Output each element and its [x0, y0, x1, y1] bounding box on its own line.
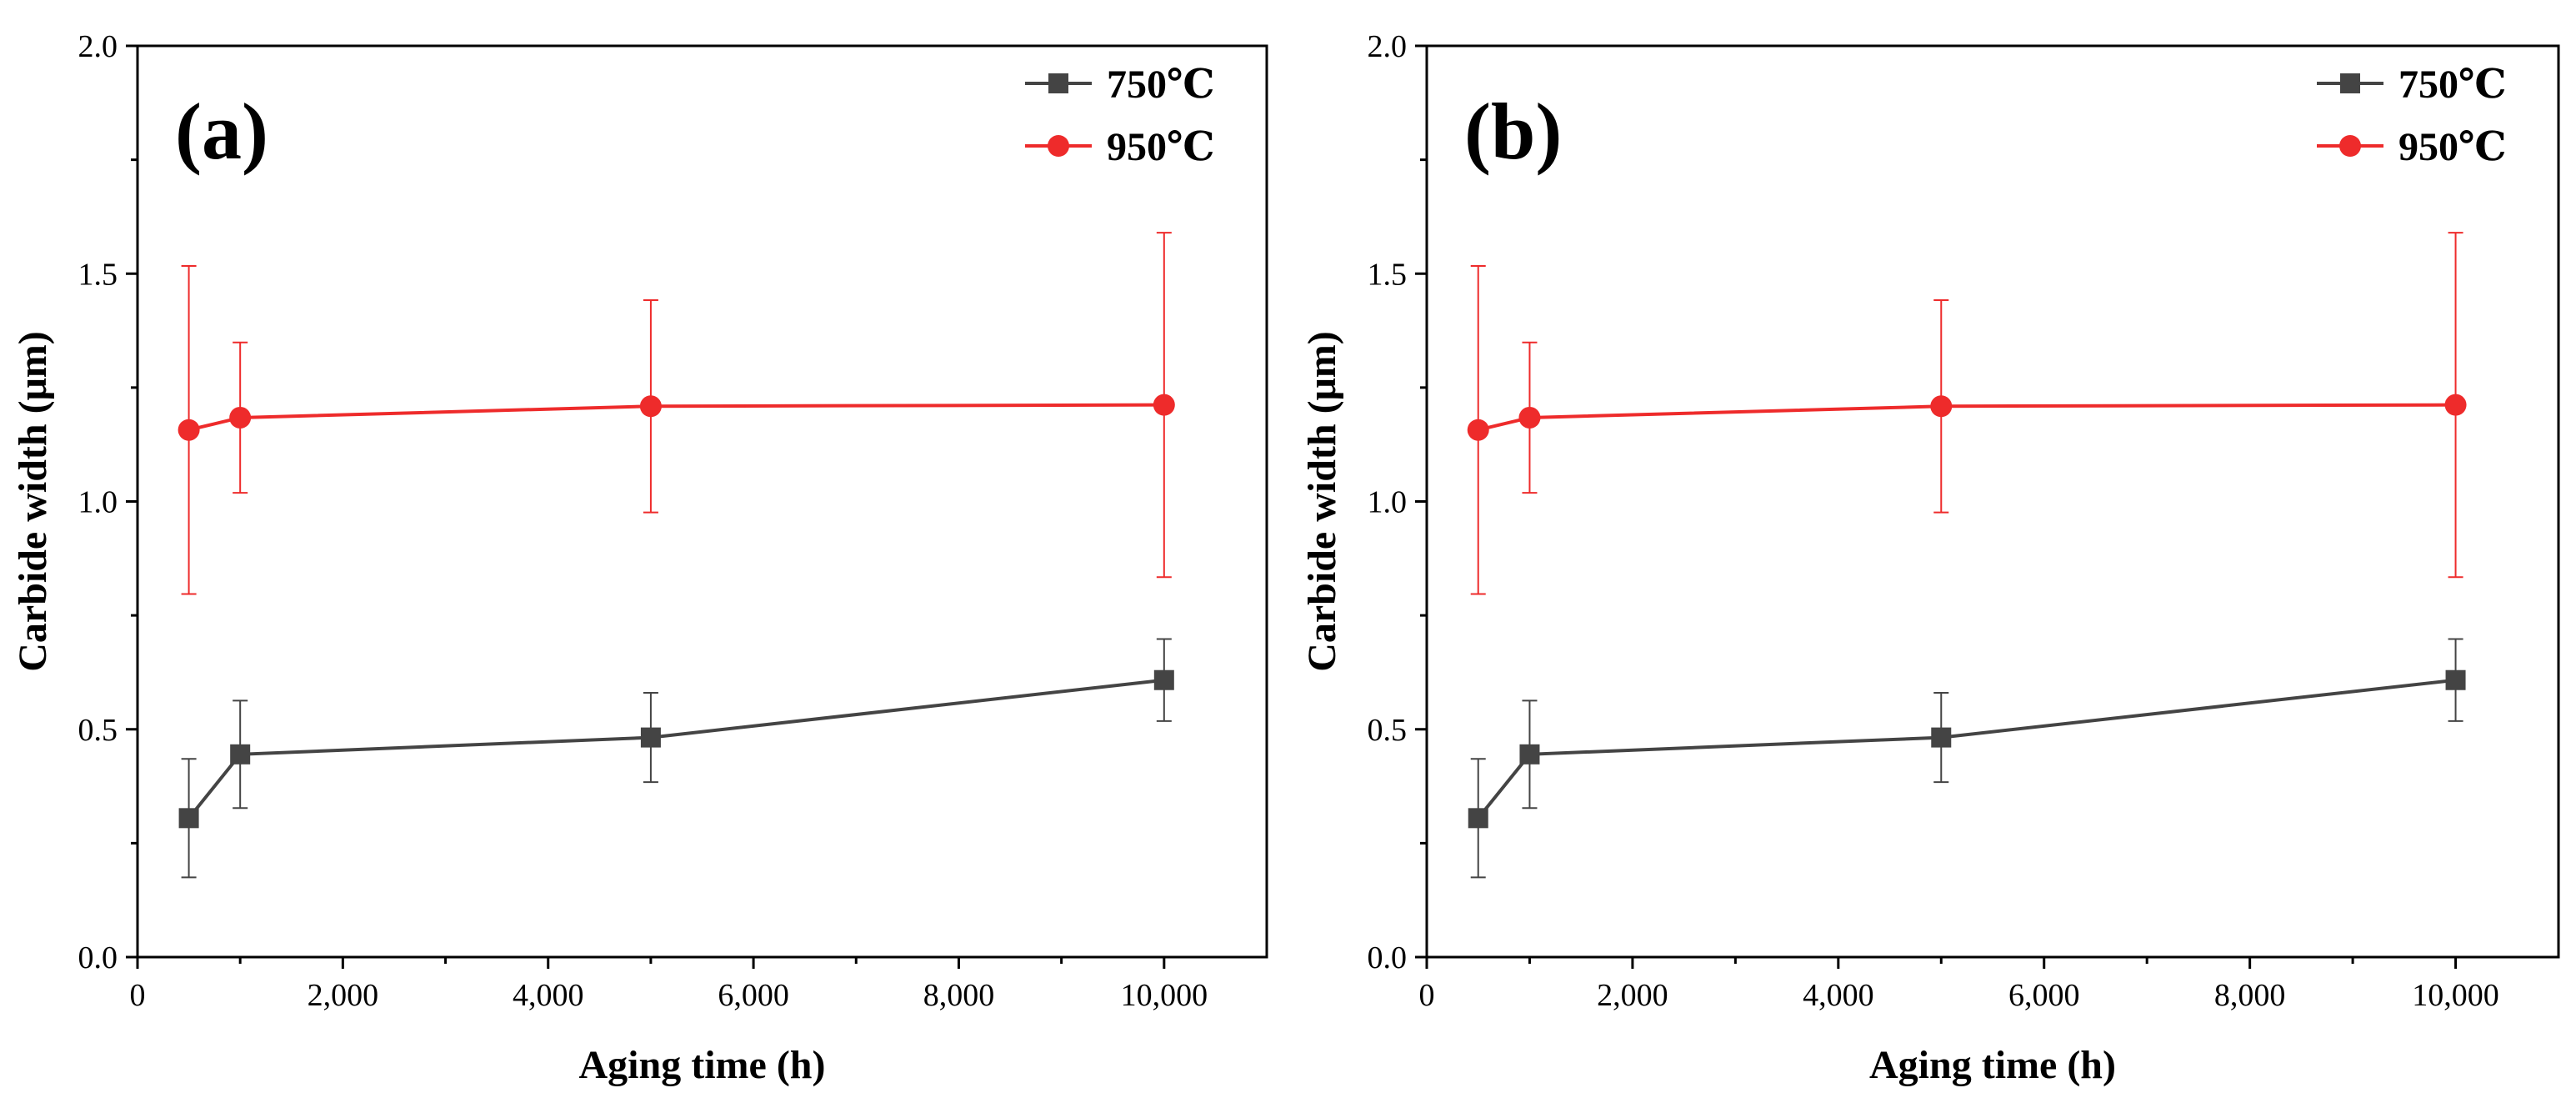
legend-item: 950℃ — [1025, 125, 1215, 169]
y-tick-label: 2.0 — [78, 29, 118, 64]
data-point — [1467, 419, 1489, 441]
y-tick-label: 0.0 — [78, 940, 118, 975]
legend-marker — [2339, 135, 2361, 157]
legend-item: 750℃ — [1025, 63, 1215, 107]
legend-item: 750℃ — [2317, 63, 2507, 107]
x-tick-label: 2,000 — [308, 978, 379, 1013]
series-line — [188, 403, 1164, 432]
panel-b: 0 2,000 4,000 6,000 8,000 10,000 0.0 0.5 1.0 1.5 2… — [1300, 29, 2560, 1087]
series-line — [1477, 678, 2456, 820]
y-tick-label: 1.5 — [1368, 257, 1408, 292]
series-line — [1478, 403, 2456, 432]
plot-frame — [1425, 44, 2560, 959]
x-tick-label: 6,000 — [718, 978, 789, 1013]
series-950 — [178, 232, 1175, 595]
y-tick-label: 2.0 — [1368, 29, 1408, 64]
legend-label: 750℃ — [1107, 63, 1215, 107]
x-tick-label: 10,000 — [1121, 978, 1208, 1013]
data-point — [640, 727, 661, 748]
series-950 — [1467, 232, 2467, 595]
series-750 — [1468, 638, 2466, 879]
legend-marker — [1048, 135, 1069, 157]
x-tick-label: 0 — [130, 978, 146, 1013]
data-point — [230, 744, 251, 765]
data-point — [1519, 744, 1540, 765]
panel-label: (a) — [175, 87, 268, 176]
x-tick-label: 8,000 — [923, 978, 995, 1013]
y-tick-label: 0.5 — [1368, 713, 1408, 748]
data-point — [1931, 727, 1952, 748]
x-tick-label: 8,000 — [2214, 978, 2286, 1013]
legend-marker — [1048, 73, 1068, 93]
data-point — [178, 808, 199, 829]
data-point — [1518, 406, 1541, 429]
data-point — [229, 406, 252, 429]
data-point — [2445, 669, 2466, 690]
panel-label: (b) — [1464, 87, 1562, 176]
plot-frame — [136, 44, 1268, 959]
data-point — [1153, 394, 1175, 416]
y-tick-label: 1.5 — [78, 257, 118, 292]
x-tick-label: 0 — [1419, 978, 1435, 1013]
legend-label: 950℃ — [2398, 125, 2507, 169]
x-tick-label: 2,000 — [1597, 978, 1668, 1013]
legend-label: 950℃ — [1107, 125, 1215, 169]
data-point — [178, 419, 200, 441]
y-tick-label: 1.0 — [1368, 485, 1408, 520]
legend-item: 950℃ — [2317, 125, 2507, 169]
y-tick-label: 1.0 — [78, 485, 118, 520]
x-tick-label: 4,000 — [1803, 978, 1874, 1013]
x-axis-title: Aging time (h) — [579, 1043, 826, 1087]
series-750 — [178, 638, 1174, 879]
x-axis-title: Aging time (h) — [1869, 1043, 2116, 1087]
series-line — [188, 678, 1165, 820]
x-tick-label: 10,000 — [2412, 978, 2499, 1013]
data-point — [639, 395, 662, 418]
data-point — [1153, 669, 1174, 690]
y-axis-title: Carbide width (μm) — [11, 331, 55, 672]
x-tick-label: 4,000 — [513, 978, 584, 1013]
data-point — [1468, 808, 1488, 829]
data-point — [1930, 395, 1953, 418]
y-axis-title: Carbide width (μm) — [1300, 331, 1344, 672]
data-point — [2444, 394, 2467, 416]
y-tick-label: 0.5 — [78, 713, 118, 748]
legend-label: 750℃ — [2398, 63, 2507, 107]
panel-a: 0 2,000 4,000 6,000 8,000 10,000 0.0 0.5 1.0 1.5 2… — [11, 29, 1268, 1087]
y-tick-label: 0.0 — [1368, 940, 1408, 975]
legend-marker — [2340, 73, 2360, 93]
x-tick-label: 6,000 — [2008, 978, 2080, 1013]
